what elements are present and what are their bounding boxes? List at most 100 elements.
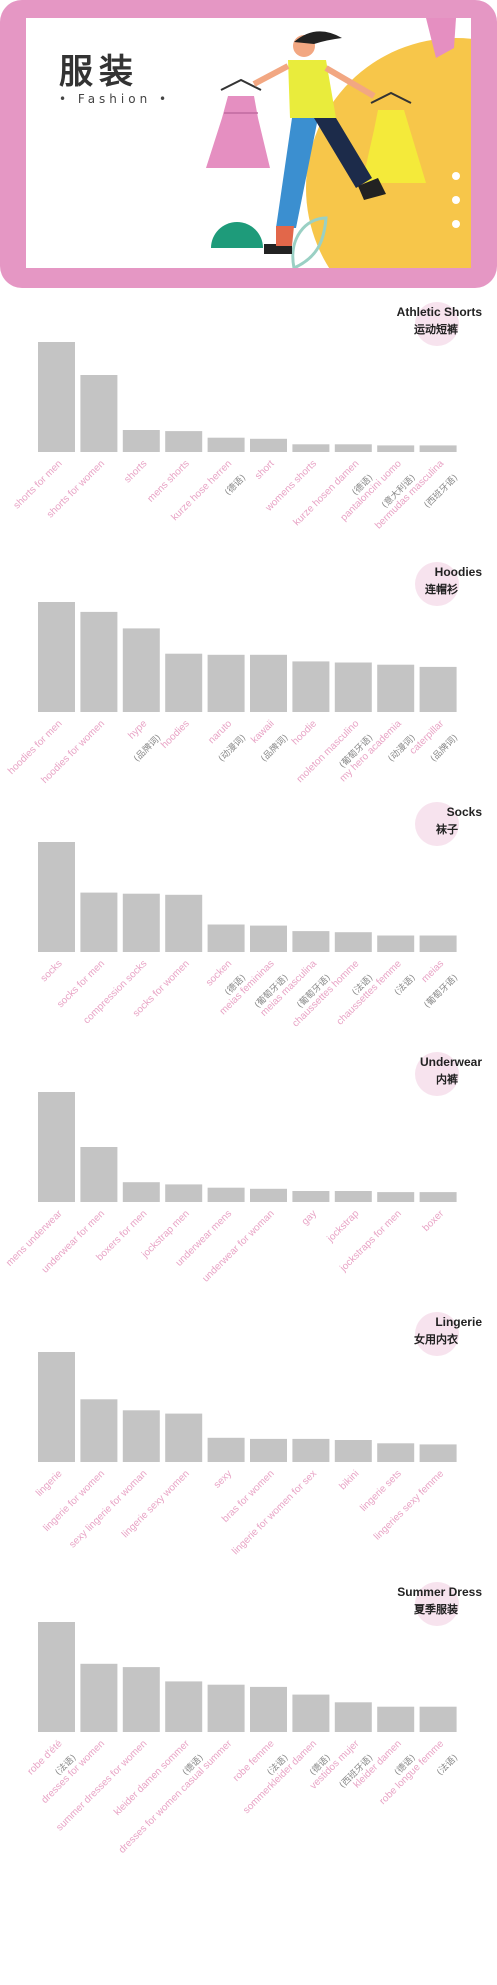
corner-figure [426, 18, 456, 58]
hanger-left [220, 78, 262, 91]
bar [250, 654, 287, 712]
bar [38, 602, 75, 712]
shoe-left [264, 244, 292, 254]
bar [165, 653, 203, 712]
bar [334, 662, 372, 712]
bar [377, 935, 415, 952]
bar [80, 375, 118, 452]
green-half-circle [211, 222, 263, 248]
bar [122, 430, 160, 452]
tick-label: hoodie [290, 718, 319, 747]
bar [419, 1706, 457, 1732]
tick-note: (法语) [392, 972, 418, 998]
bar [292, 931, 330, 952]
tick-label: lingeries sexy femme [372, 1468, 447, 1543]
bar [165, 1184, 203, 1202]
tick-label: lingerie sets [358, 1468, 404, 1514]
tick-label: underwear for woman [200, 1208, 276, 1284]
shoe-right [358, 178, 386, 200]
bar [165, 894, 203, 952]
dot-1 [452, 172, 460, 180]
bar [419, 1192, 457, 1202]
tick-label: short [253, 458, 277, 482]
bar [38, 842, 75, 952]
bar [122, 1182, 160, 1202]
tick-label: sexy lingerie for woman [67, 1468, 149, 1550]
bar [38, 1622, 75, 1732]
chart-title: Lingerie [435, 1315, 482, 1329]
bar [292, 1694, 330, 1732]
title-badge [415, 802, 459, 846]
bar [122, 628, 160, 712]
bar [250, 1686, 287, 1732]
tick-label: jockstrap [325, 1208, 362, 1245]
tick-label: socks [39, 958, 65, 984]
tick-note: (法语) [434, 1752, 460, 1778]
tick-note: (德语) [222, 472, 248, 498]
person-hair [294, 31, 342, 44]
tick-label: lingerie [34, 1468, 65, 1499]
tick-label: mens shorts [146, 458, 192, 504]
bar [419, 445, 457, 452]
bar [38, 1092, 75, 1202]
bar [38, 342, 75, 452]
person-shirt [288, 60, 336, 118]
tick-label: shorts [122, 458, 149, 485]
bar [80, 892, 118, 952]
bar [250, 1188, 287, 1202]
bar [165, 1413, 203, 1462]
chart-subtitle: 连帽衫 [425, 582, 458, 596]
bar [419, 1444, 457, 1462]
tick-label: naruto [206, 718, 234, 746]
bar [334, 444, 372, 452]
tick-label: meias [420, 958, 447, 985]
chart-title: Summer Dress [397, 1585, 482, 1599]
bar [334, 1440, 372, 1462]
fashion-illustration [206, 18, 471, 268]
chart-subtitle: 女用内衣 [414, 1332, 459, 1346]
bar [334, 932, 372, 952]
bar [377, 445, 415, 452]
tick-label: sommerkleider damen [241, 1738, 319, 1816]
dot-3 [452, 220, 460, 228]
bar [207, 1187, 245, 1202]
person-arm-right [324, 65, 376, 99]
bar [292, 1438, 330, 1462]
banner: 服装 • Fashion • [0, 0, 497, 288]
title-badge [415, 562, 459, 606]
bar [419, 666, 457, 712]
title-badge [415, 302, 459, 346]
bar [250, 925, 287, 952]
tick-label: bikini [338, 1468, 362, 1492]
bar [292, 661, 330, 712]
banner-title: 服装 [59, 52, 139, 92]
bar [334, 1702, 372, 1732]
bar [80, 611, 118, 712]
bar [38, 1352, 75, 1462]
sock-left [276, 226, 294, 246]
tick-label: boxer [421, 1208, 447, 1234]
pink-dress-icon [206, 96, 270, 168]
tick-label: gay [300, 1208, 319, 1227]
banner-subtitle: • Fashion • [59, 92, 171, 106]
bar [122, 1410, 160, 1462]
person-leg-right [314, 118, 372, 188]
tick-label: hype [126, 718, 149, 741]
chart-title: Socks [447, 805, 483, 819]
bar [207, 1684, 245, 1732]
bar [122, 893, 160, 952]
bar [80, 1147, 118, 1202]
bar [207, 654, 245, 712]
bar [207, 924, 245, 952]
yellow-dress-icon [362, 110, 426, 183]
bar [207, 1437, 245, 1462]
bar [377, 1192, 415, 1202]
bar [377, 1706, 415, 1732]
chart-title: Hoodies [435, 565, 483, 579]
chart-title: Athletic Shorts [397, 305, 483, 319]
chart-subtitle: 夏季服装 [414, 1602, 458, 1616]
chart-title: Underwear [420, 1055, 482, 1069]
bar [250, 1438, 287, 1462]
chart-subtitle: 运动短裤 [414, 322, 458, 336]
